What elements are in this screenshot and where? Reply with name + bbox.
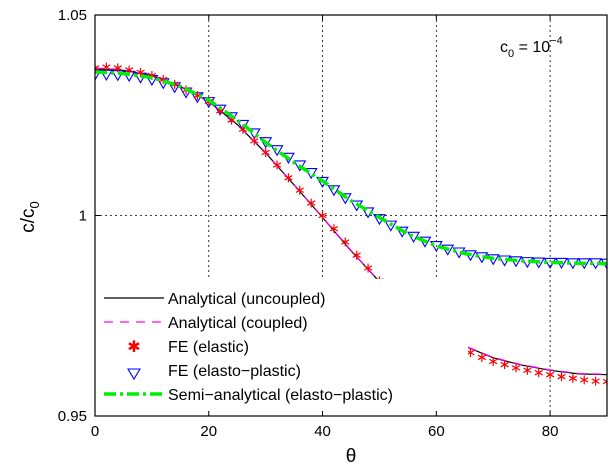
data-point-star <box>352 250 361 260</box>
data-point-star <box>580 375 589 385</box>
data-point-star <box>500 360 509 370</box>
data-point-star <box>557 372 566 382</box>
legend-item-analytical-coupled: Analytical (coupled) <box>104 315 308 332</box>
x-tick-label: 20 <box>200 423 217 440</box>
y-axis-label-sub: 0 <box>27 201 42 208</box>
legend-swatch-star: ✱ <box>127 337 140 356</box>
data-point-star <box>602 377 607 387</box>
data-point-triangle <box>327 185 341 197</box>
x-tick-label: 60 <box>428 423 445 440</box>
data-point-star <box>102 62 111 72</box>
data-point-star <box>329 224 339 234</box>
annotation-sub: 0 <box>508 48 514 60</box>
data-point-star <box>250 136 259 146</box>
data-point-star <box>534 368 543 378</box>
series-line <box>95 70 607 266</box>
data-point-star <box>306 198 316 208</box>
data-point-star <box>477 352 487 362</box>
data-point-star <box>136 67 145 77</box>
annotation-base: c <box>500 39 508 56</box>
data-point-star <box>591 376 600 386</box>
x-tick-label: 0 <box>91 423 99 440</box>
data-point-star <box>95 63 100 73</box>
data-point-triangle <box>407 231 421 243</box>
legend-label: FE (elastic) <box>168 339 249 356</box>
legend-label: Analytical (uncoupled) <box>168 291 325 308</box>
data-point-star <box>113 63 122 73</box>
legend-item-semi-analytical: Semi−analytical (elasto−plastic) <box>104 387 393 404</box>
legend: Analytical (uncoupled) Analytical (coupl… <box>98 279 468 411</box>
data-point-star <box>511 363 521 373</box>
legend-item-fe-elastic: ✱ FE (elastic) <box>127 337 249 356</box>
series-3 <box>95 69 607 270</box>
legend-item-analytical-uncoupled: Analytical (uncoupled) <box>104 291 325 308</box>
data-point-star <box>545 370 555 380</box>
data-point-star <box>284 173 293 183</box>
legend-label: Analytical (coupled) <box>168 315 308 332</box>
x-axis-label: θ <box>346 446 357 467</box>
y-tick-label: 0.95 <box>58 408 87 425</box>
legend-label: Semi−analytical (elasto−plastic) <box>168 387 393 404</box>
data-point-star <box>318 211 327 220</box>
data-point-triangle <box>293 160 307 172</box>
annotation-mid: = 10 <box>514 39 550 56</box>
data-point-star <box>363 263 373 273</box>
data-point-star <box>295 185 304 195</box>
data-point-triangle <box>95 69 102 81</box>
data-point-triangle <box>418 236 432 248</box>
y-tick-label: 1 <box>79 208 87 225</box>
data-point-star <box>523 365 532 375</box>
y-axis-label-main: c/c <box>18 208 39 232</box>
legend-swatch-triangle <box>127 368 141 381</box>
series-4 <box>95 70 607 266</box>
data-point-star <box>489 356 498 366</box>
data-point-star <box>568 373 578 383</box>
data-point-triangle <box>213 104 227 116</box>
annotation: c0 = 10−4 <box>500 35 563 60</box>
data-point-star <box>341 237 350 247</box>
legend-label: FE (elasto−plastic) <box>168 363 301 380</box>
legend-item-fe-elasto-plastic: FE (elasto−plastic) <box>127 363 301 381</box>
y-tick-label: 1.05 <box>58 7 87 24</box>
data-point-star <box>272 160 282 170</box>
annotation-sup: −4 <box>550 35 563 47</box>
data-point-star <box>261 148 270 158</box>
data-point-triangle <box>384 220 398 232</box>
y-axis-label: c/c0 <box>18 201 42 233</box>
data-point-triangle <box>338 193 352 205</box>
x-tick-label: 80 <box>542 423 559 440</box>
legend-box <box>98 279 468 411</box>
x-tick-label: 40 <box>314 423 331 440</box>
axis-ticks: 0 20 40 60 80 0.95 1 1.05 <box>58 7 607 440</box>
svg-text:c/c0: c/c0 <box>18 201 42 233</box>
